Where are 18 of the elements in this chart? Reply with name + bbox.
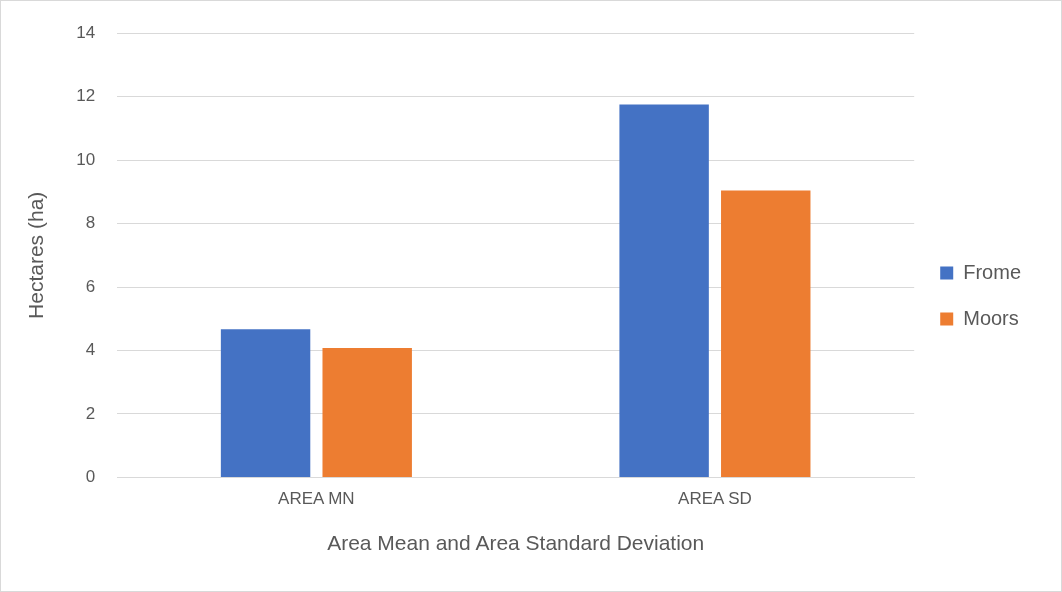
y-tick-label: 12 — [76, 86, 96, 106]
legend-label: Frome — [963, 260, 1022, 283]
bar — [721, 190, 811, 477]
bar — [619, 104, 709, 477]
x-tick-label: AREA SD — [678, 489, 752, 509]
x-axis-title: Area Mean and Area Standard Deviation — [327, 531, 705, 555]
y-tick-label: 4 — [85, 340, 96, 360]
legend-label: Moors — [963, 306, 1019, 329]
y-tick-label: 14 — [76, 22, 96, 42]
y-tick-label: 2 — [85, 403, 96, 423]
y-tick-label: 6 — [85, 276, 96, 296]
y-tick-label: 0 — [85, 467, 96, 487]
x-tick-label: AREA MN — [278, 489, 355, 509]
y-axis-title: Hectares (ha) — [24, 191, 48, 319]
y-tick-label: 8 — [85, 213, 96, 233]
y-tick-label: 10 — [76, 149, 96, 169]
bar — [220, 329, 311, 477]
bar — [322, 347, 412, 477]
